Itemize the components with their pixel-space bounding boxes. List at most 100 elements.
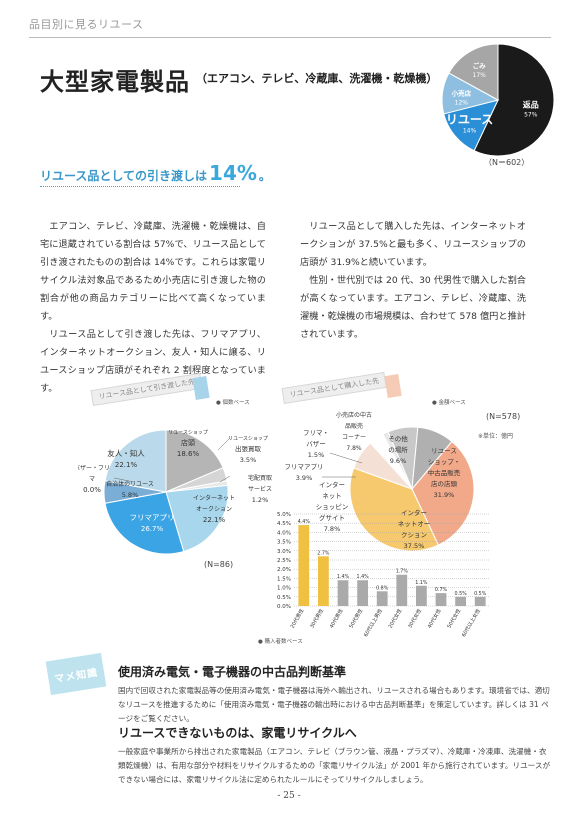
- chart-bar-value-label: 0.5%: [455, 591, 468, 597]
- chart-right-tag: リユース品として購入した先: [281, 371, 388, 404]
- body-right-paragraph: 性別・世代別では 20 代、30 代男性で購入した割合が高くなっています。エアコ…: [300, 275, 526, 340]
- chart-bar-bar: [435, 593, 447, 606]
- chart-left-pie-label: オークション: [196, 506, 232, 513]
- mame-item-body: 一般家庭や事業所から排出された家電製品（エアコン、テレビ（ブラウン管、液晶・プラ…: [118, 747, 551, 784]
- chart-right-pie-label: コーナー: [342, 434, 366, 441]
- chart-bar-ytick: 0.5%: [277, 595, 291, 601]
- chart-bar-category-label: 20代女性: [387, 608, 404, 630]
- chart-bar-category-label: 30代男性: [308, 608, 325, 630]
- chart-right-pie-label: 7.8%: [324, 525, 341, 533]
- chart-right-pie-label: リユース: [431, 447, 457, 455]
- headline-underline: [40, 186, 240, 187]
- chart-bar: 0.0% 0.5% 1.0% 1.5% 2.0% 2.5% 3.0% 3.5% 4.0% 4.5%…: [277, 512, 490, 639]
- chart-left-basis: ● 個数ベース: [216, 400, 250, 406]
- chart-left-n: (N=86): [204, 560, 234, 569]
- chart-right-pie-label: バザー: [306, 440, 326, 448]
- chart-left-pie-label: 26.7%: [141, 525, 164, 533]
- chart-bar-ytick: 1.0%: [277, 586, 291, 592]
- chart-left-pie-label: 0.0%: [83, 486, 101, 494]
- page-subtitle: （エアコン、テレビ、冷蔵庫、洗濯機・乾燥機）: [196, 72, 438, 85]
- chart-bar-value-label: 1.7%: [396, 569, 409, 575]
- summary-pie-value: 14%: [463, 128, 477, 135]
- chart-left-pie-label: リユースショップ: [168, 430, 208, 436]
- chart-bar-value-label: 0.8%: [376, 585, 389, 591]
- chart-right-pie-label: 7.8%: [346, 445, 362, 452]
- chart-right-pie-label: ネットオー: [398, 520, 431, 528]
- summary-pie-label: 返品: [523, 99, 539, 109]
- chart-right-leader-line: [329, 452, 363, 464]
- chart-right-tag-wrap: リユース品として購入した先: [281, 371, 388, 404]
- chart-bar-value-label: 4.4%: [298, 519, 311, 525]
- chart-left-pie-slice: [165, 484, 229, 553]
- chart-right-basis: ● 金額ベース: [432, 400, 466, 406]
- chart-right-pie-label: グサイト: [319, 513, 345, 522]
- chart-bar-bar: [474, 596, 486, 606]
- summary-pie-n: （N＝602）: [484, 158, 530, 167]
- chart-bar-ytick: 2.0%: [277, 567, 291, 573]
- headline-value: 14%: [209, 161, 257, 185]
- chart-bar-ytick: 4.0%: [277, 530, 291, 536]
- chart-left-pie-label: バザー・フリ: [78, 465, 110, 472]
- mame-item-title: リユースできないものは、家電リサイクルへ: [118, 726, 357, 740]
- chart-bar-value-label: 0.7%: [435, 587, 448, 593]
- chart-right-pie-label: フリマ・: [303, 429, 329, 437]
- chart-bar-value-label: 0.5%: [474, 591, 487, 597]
- summary-pie-value: 17%: [473, 72, 487, 79]
- chart-bar-category-label: 30代女性: [406, 608, 423, 630]
- chart-right-pie-label: その他: [388, 434, 408, 443]
- summary-pie-slice: [473, 43, 555, 157]
- chart-left-pie-slice: [165, 429, 224, 493]
- chart-right-pie-label: 小売店の中古: [336, 411, 372, 419]
- chart-right-pie-label: の場所: [388, 445, 408, 454]
- chart-left-pie-label: 22.1%: [115, 461, 138, 469]
- page-number: - 25 -: [277, 791, 301, 801]
- summary-pie-value: 57%: [524, 111, 538, 118]
- mame-item: リユースできないものは、家電リサイクルへ 一般家庭や事業所から排出された家電製品…: [118, 724, 554, 787]
- chart-right-pie-slice: [411, 440, 475, 546]
- body-left-paragraph: リユース品として引き渡した先は、フリマアプリ、インターネットオークション、友人・…: [40, 329, 266, 394]
- chart-left-pie-label: 5.8%: [122, 491, 139, 499]
- chart-bar-category-label: 60代以上女性: [460, 608, 482, 639]
- header-rule: [29, 37, 551, 38]
- chart-bar-bar: [416, 585, 427, 606]
- chart-left-pie-label: 店頭: [181, 438, 195, 447]
- chart-bar-value-label: 1.4%: [357, 574, 370, 580]
- chart-bar-ytick: 4.5%: [277, 521, 291, 527]
- chart-right-pie-label: クション: [401, 531, 427, 539]
- chart-right-pie-label: インター: [401, 508, 427, 517]
- chart-right-pie-label: 9.6%: [390, 457, 407, 465]
- chart-bar-ytick: 5.0%: [277, 512, 291, 518]
- chart-bar-bar: [376, 591, 388, 606]
- body-left: エアコン、テレビ、冷蔵庫、洗濯機・乾燥機は、自宅に退蔵されている割合は 57%で…: [40, 218, 266, 398]
- chart-right-pie-label: 品販売: [345, 422, 363, 430]
- chart-left-leader-line: [113, 477, 135, 483]
- mame-item-body: 国内で回収された家電製品等の使用済み電気・電子機器は海外へ輸出され、リユースされ…: [118, 686, 550, 723]
- chart-bar-bar: [396, 574, 408, 606]
- chart-right-pie-label: 1.5%: [308, 451, 325, 459]
- chart-right-tag-accent: [384, 374, 402, 398]
- chart-right-pie-slice: [411, 426, 453, 491]
- chart-bar-bar: [298, 525, 310, 606]
- chart-right-pie-slice: [349, 467, 440, 552]
- body-left-paragraph: エアコン、テレビ、冷蔵庫、洗濯機・乾燥機は、自宅に退蔵されている割合は 57%で…: [40, 221, 266, 322]
- summary-pie-label: リユース: [446, 113, 493, 127]
- chart-left-pie-label: 宅配買取: [248, 474, 272, 482]
- chart-right-pie-label: ショップ・: [428, 458, 461, 466]
- chart-left-pie-label: 友人・知人: [107, 448, 145, 458]
- chart-right-pie-label: 37.5%: [404, 542, 425, 550]
- chart-left-pie-label: 1.2%: [252, 496, 269, 504]
- chart-left-pie-label: リユースショップ: [228, 436, 268, 442]
- page-title: 大型家電製品: [40, 68, 190, 96]
- mame-item: 使用済み電気・電子機器の中古品判断基準 国内で回収された家電製品等の使用済み電気…: [118, 663, 554, 726]
- chart-left-pie-label: インターネット: [193, 494, 235, 502]
- summary-pie-label: 小売店: [451, 88, 472, 97]
- chart-bar-category-label: 50代男性: [348, 608, 365, 630]
- headline: リユース品としての引き渡しは 14%。: [40, 161, 271, 185]
- mame-item-title: 使用済み電気・電子機器の中古品判断基準: [118, 665, 347, 679]
- headline-suffix: 。: [258, 169, 271, 183]
- chart-bar-ytick: 3.0%: [277, 549, 291, 555]
- chart-right-pie-label: 店の店頭: [431, 479, 458, 488]
- chart-right-pie-label: インター: [319, 480, 345, 489]
- headline-prefix: リユース品としての引き渡しは: [40, 169, 208, 183]
- chart-bar-category-label: 50代女性: [446, 608, 463, 630]
